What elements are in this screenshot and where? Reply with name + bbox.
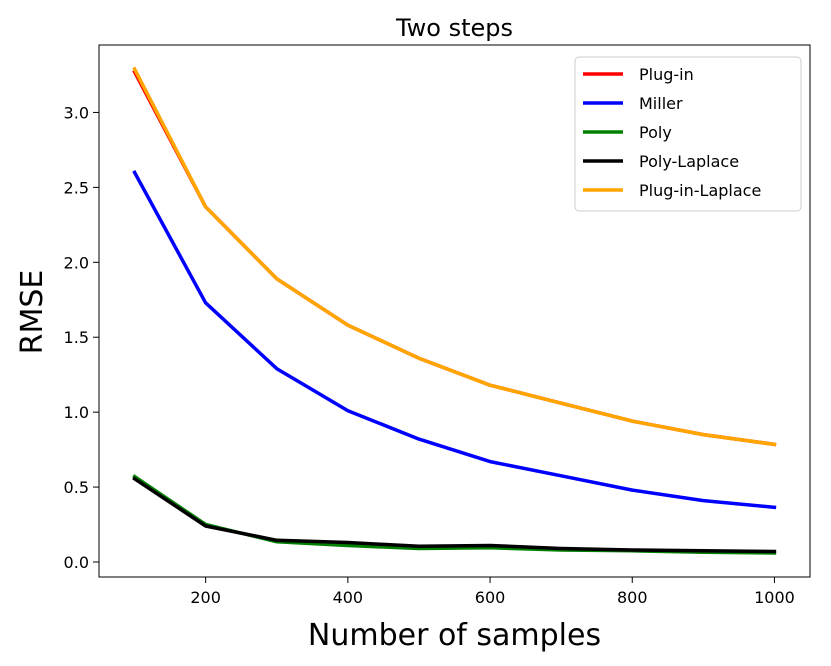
legend-label: Poly-Laplace bbox=[639, 152, 739, 171]
legend-box bbox=[574, 56, 802, 212]
y-tick-label: 3.0 bbox=[64, 103, 89, 122]
y-tick-label: 0.0 bbox=[64, 553, 89, 572]
y-axis-label: RMSE bbox=[15, 270, 50, 355]
legend-label: Plug-in-Laplace bbox=[639, 181, 761, 200]
y-tick-label: 0.5 bbox=[64, 478, 89, 497]
series-line-poly-laplace bbox=[132, 476, 777, 554]
chart-title: Two steps bbox=[395, 14, 513, 42]
legend-label: Miller bbox=[639, 94, 683, 113]
series-line-miller bbox=[132, 170, 777, 510]
x-tick-label: 1000 bbox=[754, 588, 795, 607]
legend-label: Poly bbox=[639, 123, 672, 142]
x-tick-label: 200 bbox=[190, 588, 221, 607]
y-tick-label: 2.5 bbox=[64, 178, 89, 197]
series-line-poly bbox=[132, 474, 777, 555]
legend-label: Plug-in bbox=[639, 65, 694, 84]
x-tick-label: 800 bbox=[617, 588, 648, 607]
x-tick-label: 400 bbox=[333, 588, 364, 607]
x-axis-label: Number of samples bbox=[308, 618, 601, 653]
y-tick-label: 1.0 bbox=[64, 403, 89, 422]
y-tick-label: 2.0 bbox=[64, 253, 89, 272]
y-tick-label: 1.5 bbox=[64, 328, 89, 347]
x-tick-label: 600 bbox=[475, 588, 506, 607]
legend: Plug-in Miller Poly Poly-Laplace Plug-in-Lap… bbox=[574, 56, 802, 212]
series-line-plug-in-laplace bbox=[132, 66, 777, 447]
plot-frame bbox=[98, 44, 811, 578]
